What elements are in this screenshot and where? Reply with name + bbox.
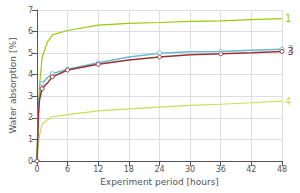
svg-text:42: 42 <box>246 165 256 174</box>
svg-text:4: 4 <box>285 96 291 107</box>
svg-text:6: 6 <box>65 165 70 174</box>
svg-text:2: 2 <box>28 113 33 122</box>
svg-text:0: 0 <box>28 157 33 166</box>
svg-text:7: 7 <box>28 6 33 15</box>
svg-text:5: 5 <box>28 49 33 58</box>
svg-text:48: 48 <box>277 165 287 174</box>
svg-text:12: 12 <box>93 165 103 174</box>
svg-text:4: 4 <box>28 70 33 79</box>
svg-text:6: 6 <box>28 27 33 36</box>
svg-text:1: 1 <box>28 135 33 144</box>
svg-text:24: 24 <box>154 165 164 174</box>
svg-text:36: 36 <box>216 165 226 174</box>
svg-text:Water absorption [%]: Water absorption [%] <box>8 38 18 134</box>
svg-text:3: 3 <box>28 92 33 101</box>
svg-text:30: 30 <box>185 165 195 174</box>
svg-text:Experiment period [hours]: Experiment period [hours] <box>100 177 219 187</box>
svg-text:3: 3 <box>288 46 294 57</box>
svg-text:1: 1 <box>285 13 291 24</box>
svg-text:0: 0 <box>34 165 39 174</box>
svg-text:18: 18 <box>124 165 134 174</box>
